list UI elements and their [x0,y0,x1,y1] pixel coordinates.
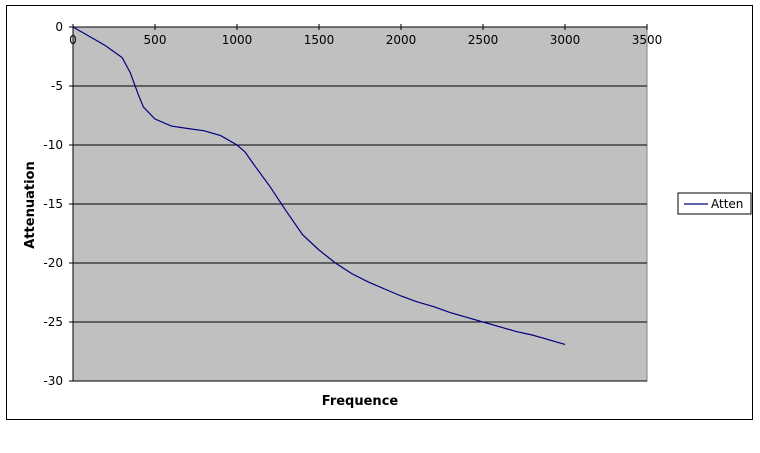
y-tick-label: -15 [43,197,63,211]
x-tick-label: 2500 [468,33,499,47]
chart-frame: 0 500 1000 1500 2000 2500 3000 3500 0 -5 -10 -15 -2… [6,5,753,420]
y-tick-label: -10 [43,138,63,152]
x-tick-label: 2000 [386,33,417,47]
legend-box [677,192,752,215]
y-tick-label: 0 [55,20,63,34]
x-tick-label: 1000 [222,33,253,47]
x-tick-label: 3000 [550,33,581,47]
y-tick-label: -5 [51,79,63,93]
y-tick-label: -20 [43,256,63,270]
legend-label-atten: Atten [711,197,743,211]
x-tick-labels: 0 500 1000 1500 2000 2500 3000 3500 [69,24,662,47]
x-tick-label: 0 [69,33,77,47]
y-axis-title: Attenuation [23,161,38,248]
y-tick-labels: 0 -5 -10 -15 -20 -25 -30 [43,20,73,388]
legend: Atten [677,192,752,215]
y-tick-label: -25 [43,315,63,329]
x-tick-label: 500 [144,33,167,47]
grid-lines [72,26,647,382]
y-tick-label: -30 [43,374,63,388]
x-tick-label: 3500 [632,33,663,47]
x-tick-label: 1500 [304,33,335,47]
x-axis-title: Frequence [322,394,399,409]
chart-svg: 0 500 1000 1500 2000 2500 3000 3500 0 -5 -10 -15 -2… [23,20,752,409]
series-line-atten [72,26,566,345]
